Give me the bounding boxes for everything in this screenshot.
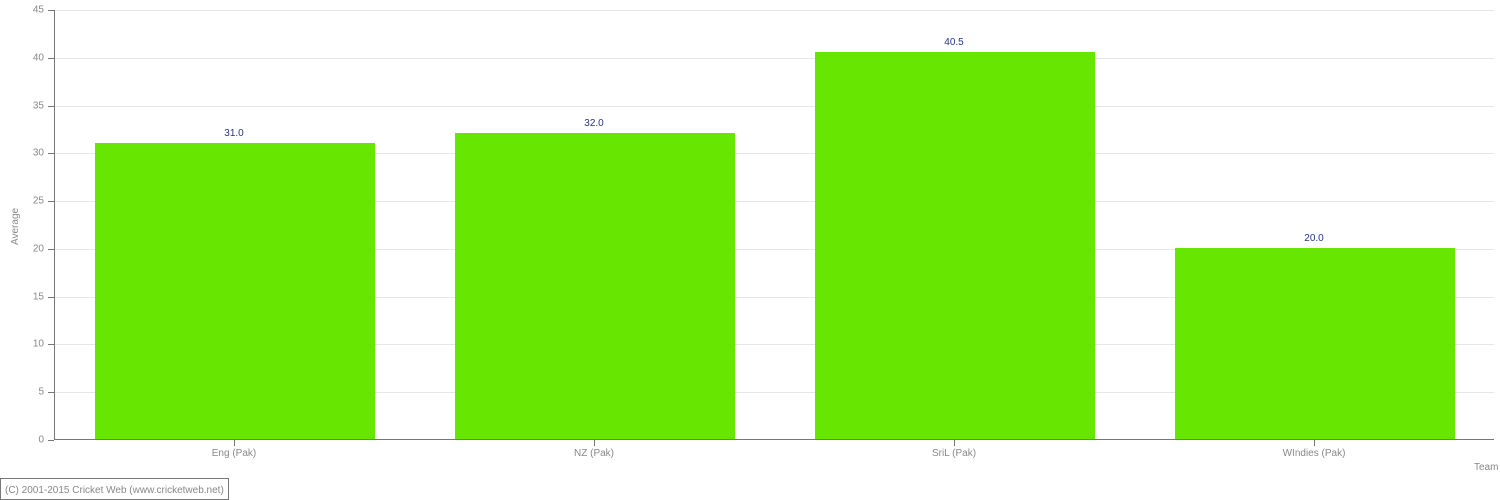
y-tick-label: 40 [14,52,44,63]
y-tick-label: 5 [14,387,44,398]
x-tick-mark [594,440,595,446]
y-tick-mark [48,440,54,441]
x-tick-mark [954,440,955,446]
bar [815,52,1096,439]
y-tick-mark [48,344,54,345]
y-tick-label: 15 [14,291,44,302]
gridline [55,58,1494,59]
y-tick-label: 30 [14,148,44,159]
y-tick-label: 20 [14,243,44,254]
bar-value-label: 40.5 [944,37,963,48]
y-tick-mark [48,392,54,393]
x-tick-mark [1314,440,1315,446]
y-tick-mark [48,201,54,202]
gridline [55,106,1494,107]
y-tick-label: 10 [14,339,44,350]
bar [1175,248,1456,439]
y-tick-mark [48,153,54,154]
x-tick-label: SriL (Pak) [932,448,976,459]
bar [95,143,376,439]
bar-value-label: 32.0 [584,118,603,129]
y-axis-label: Average [10,208,21,245]
y-tick-mark [48,58,54,59]
x-tick-label: WIndies (Pak) [1283,448,1346,459]
x-tick-label: Eng (Pak) [212,448,256,459]
y-tick-label: 45 [14,5,44,16]
chart-container: Average Team (C) 2001-2015 Cricket Web (… [0,0,1500,500]
y-tick-label: 0 [14,435,44,446]
y-tick-mark [48,249,54,250]
y-tick-label: 25 [14,196,44,207]
plot-area [54,10,1494,440]
x-axis-label: Team [1474,462,1498,473]
bar [455,133,736,439]
copyright-container: (C) 2001-2015 Cricket Web (www.cricketwe… [0,478,229,500]
y-tick-mark [48,10,54,11]
y-tick-mark [48,297,54,298]
y-tick-label: 35 [14,100,44,111]
x-tick-label: NZ (Pak) [574,448,614,459]
y-tick-mark [48,106,54,107]
bar-value-label: 31.0 [224,128,243,139]
gridline [55,10,1494,11]
bar-value-label: 20.0 [1304,233,1323,244]
copyright-text: (C) 2001-2015 Cricket Web (www.cricketwe… [5,485,224,496]
x-tick-mark [234,440,235,446]
